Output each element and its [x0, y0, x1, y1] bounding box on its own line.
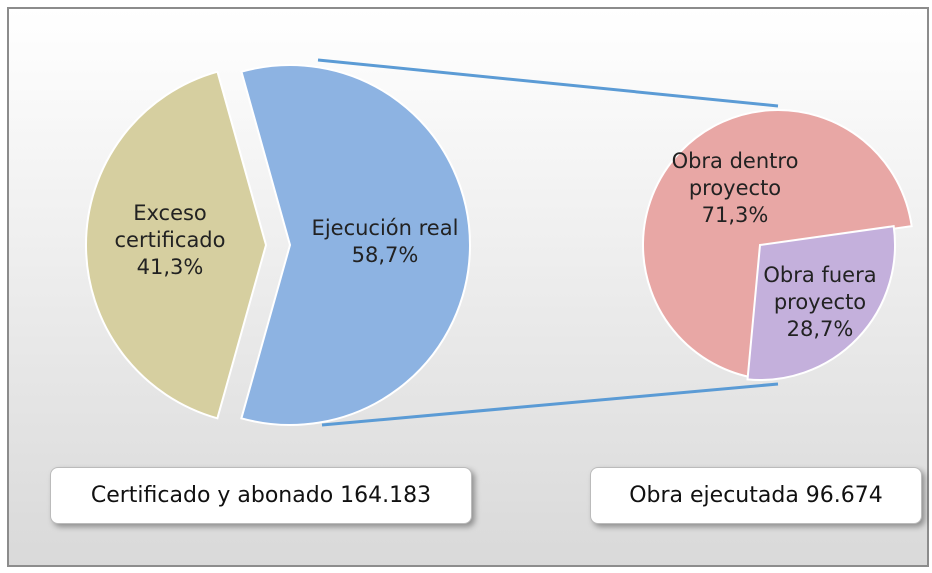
category-label: Obra dentro proyecto [671, 149, 799, 200]
value-label: 41,3% [136, 255, 204, 279]
category-label: Ejecución real [311, 216, 459, 240]
connector [317, 58, 779, 108]
pie-slice [240, 64, 471, 426]
slice-label: Obra dentro proyecto 71,3% [665, 148, 805, 229]
connector [321, 382, 779, 427]
category-label: Exceso certificado [114, 201, 226, 252]
slice-label: Ejecución real 58,7% [290, 215, 480, 269]
annotation-box: Obra ejecutada 96.674 [590, 467, 922, 524]
value-label: 71,3% [701, 203, 769, 227]
slice-label: Obra fuera proyecto 28,7% [760, 262, 880, 343]
value-label: 58,7% [351, 243, 419, 267]
slice-label: Exceso certificado 41,3% [95, 200, 245, 281]
pie-slice [85, 70, 268, 420]
value-label: 28,7% [786, 317, 854, 341]
category-label: Obra fuera proyecto [763, 263, 877, 314]
annotation-box: Certificado y abonado 164.183 [50, 467, 472, 524]
pie-slice [746, 225, 896, 381]
